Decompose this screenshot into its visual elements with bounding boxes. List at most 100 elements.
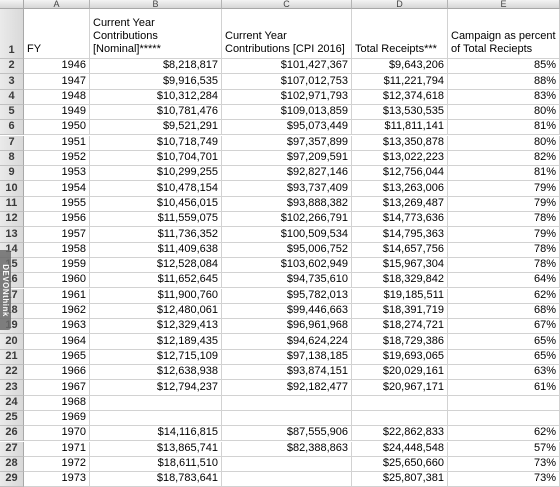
cell-fy[interactable]: 1972 xyxy=(24,456,90,473)
cell-pct[interactable]: 79% xyxy=(448,196,560,212)
cell-cpi[interactable]: $82,388,863 xyxy=(222,441,352,457)
cell-pct[interactable]: 80% xyxy=(448,104,560,121)
select-all-corner[interactable] xyxy=(0,0,24,9)
cell-pct[interactable]: 88% xyxy=(448,74,560,90)
cell-receipts[interactable]: $12,756,044 xyxy=(352,166,448,182)
cell-fy[interactable]: 1963 xyxy=(24,319,90,335)
cell-pct[interactable]: 67% xyxy=(448,319,560,335)
cell-nominal[interactable]: $11,409,638 xyxy=(90,242,222,258)
cell-fy[interactable]: 1957 xyxy=(24,227,90,243)
cell-cpi[interactable]: $107,012,753 xyxy=(222,74,352,90)
cell-pct[interactable]: 78% xyxy=(448,257,560,274)
cell-cpi[interactable]: $102,971,793 xyxy=(222,89,352,105)
cell-nominal[interactable]: $8,218,817 xyxy=(90,59,222,75)
cell-pct[interactable]: 78% xyxy=(448,212,560,228)
cell-receipts[interactable]: $25,650,660 xyxy=(352,456,448,473)
cell-nominal[interactable]: $18,611,510 xyxy=(90,456,222,473)
row-header[interactable]: 13 xyxy=(0,227,24,243)
cell-fy[interactable]: 1946 xyxy=(24,59,90,75)
cell-nominal[interactable]: $12,528,084 xyxy=(90,257,222,274)
cell-nominal[interactable]: $12,794,237 xyxy=(90,380,222,396)
cell-pct[interactable]: 81% xyxy=(448,166,560,182)
cell-receipts[interactable]: $18,329,842 xyxy=(352,273,448,289)
cell-cpi[interactable] xyxy=(222,456,352,473)
cell-cpi[interactable]: $95,006,752 xyxy=(222,242,352,258)
cell-pct[interactable] xyxy=(448,410,560,427)
row-header[interactable]: 25 xyxy=(0,410,24,427)
cell-fy[interactable]: 1969 xyxy=(24,410,90,427)
row-header[interactable]: 10 xyxy=(0,181,24,197)
cell-nominal[interactable]: $12,715,109 xyxy=(90,349,222,365)
header-cell-cpi[interactable]: Current Year Contributions [CPI 2016] xyxy=(222,9,352,59)
cell-fy[interactable]: 1953 xyxy=(24,166,90,182)
row-header[interactable]: 21 xyxy=(0,349,24,365)
cell-nominal[interactable]: $10,718,749 xyxy=(90,135,222,151)
cell-pct[interactable]: 79% xyxy=(448,181,560,197)
cell-receipts[interactable] xyxy=(352,395,448,411)
cell-pct[interactable]: 82% xyxy=(448,150,560,167)
cell-cpi[interactable] xyxy=(222,395,352,411)
cell-fy[interactable]: 1954 xyxy=(24,181,90,197)
cell-cpi[interactable]: $93,888,382 xyxy=(222,196,352,212)
cell-nominal[interactable]: $11,900,760 xyxy=(90,288,222,304)
cell-cpi[interactable]: $97,357,899 xyxy=(222,135,352,151)
cell-pct[interactable]: 68% xyxy=(448,303,560,320)
row-header[interactable]: 4 xyxy=(0,89,24,105)
row-header[interactable]: 27 xyxy=(0,441,24,457)
cell-nominal[interactable]: $11,652,645 xyxy=(90,273,222,289)
cell-nominal[interactable]: $12,638,938 xyxy=(90,365,222,381)
cell-fy[interactable]: 1964 xyxy=(24,334,90,350)
cell-fy[interactable]: 1951 xyxy=(24,135,90,151)
cell-fy[interactable]: 1962 xyxy=(24,303,90,320)
cell-nominal[interactable]: $14,116,815 xyxy=(90,426,222,442)
cell-cpi[interactable]: $96,961,968 xyxy=(222,319,352,335)
cell-pct[interactable]: 64% xyxy=(448,273,560,289)
cell-receipts[interactable]: $22,862,833 xyxy=(352,426,448,442)
cell-cpi[interactable]: $87,555,906 xyxy=(222,426,352,442)
cell-receipts[interactable]: $11,811,141 xyxy=(352,120,448,136)
cell-cpi[interactable]: $93,874,151 xyxy=(222,365,352,381)
cell-cpi[interactable]: $103,602,949 xyxy=(222,257,352,274)
cell-receipts[interactable]: $13,530,535 xyxy=(352,104,448,121)
cell-fy[interactable]: 1960 xyxy=(24,273,90,289)
cell-fy[interactable]: 1952 xyxy=(24,150,90,167)
cell-pct[interactable]: 62% xyxy=(448,288,560,304)
row-header[interactable]: 23 xyxy=(0,380,24,396)
cell-cpi[interactable]: $94,624,224 xyxy=(222,334,352,350)
cell-fy[interactable]: 1947 xyxy=(24,74,90,90)
cell-nominal[interactable]: $12,329,413 xyxy=(90,319,222,335)
cell-nominal[interactable]: $9,916,535 xyxy=(90,74,222,90)
cell-cpi[interactable]: $92,827,146 xyxy=(222,166,352,182)
cell-fy[interactable]: 1966 xyxy=(24,365,90,381)
row-header[interactable]: 24 xyxy=(0,395,24,411)
cell-receipts[interactable]: $14,657,756 xyxy=(352,242,448,258)
cell-receipts[interactable]: $9,643,206 xyxy=(352,59,448,75)
row-header[interactable]: 11 xyxy=(0,196,24,212)
cell-fy[interactable]: 1955 xyxy=(24,196,90,212)
row-header[interactable]: 2 xyxy=(0,59,24,75)
cell-cpi[interactable]: $97,209,591 xyxy=(222,150,352,167)
row-header[interactable]: 9 xyxy=(0,166,24,182)
cell-nominal[interactable]: $11,559,075 xyxy=(90,212,222,228)
cell-receipts[interactable]: $19,693,065 xyxy=(352,349,448,365)
cell-nominal[interactable]: $10,312,284 xyxy=(90,89,222,105)
cell-fy[interactable]: 1961 xyxy=(24,288,90,304)
cell-cpi[interactable]: $102,266,791 xyxy=(222,212,352,228)
cell-fy[interactable]: 1959 xyxy=(24,257,90,274)
cell-receipts[interactable]: $13,350,878 xyxy=(352,135,448,151)
cell-pct[interactable] xyxy=(448,395,560,411)
cell-receipts[interactable] xyxy=(352,410,448,427)
row-header[interactable]: 22 xyxy=(0,365,24,381)
cell-fy[interactable]: 1956 xyxy=(24,212,90,228)
cell-nominal[interactable]: $11,736,352 xyxy=(90,227,222,243)
devonthink-side-tab[interactable]: DEVONthink xyxy=(0,250,11,330)
row-header[interactable]: 28 xyxy=(0,456,24,473)
cell-receipts[interactable]: $18,274,721 xyxy=(352,319,448,335)
cell-nominal[interactable]: $10,456,015 xyxy=(90,196,222,212)
cell-receipts[interactable]: $11,221,794 xyxy=(352,74,448,90)
header-cell-nominal[interactable]: Current Year Contributions [Nominal]****… xyxy=(90,9,222,59)
cell-receipts[interactable]: $13,269,487 xyxy=(352,196,448,212)
cell-fy[interactable]: 1948 xyxy=(24,89,90,105)
cell-cpi[interactable]: $101,427,367 xyxy=(222,59,352,75)
column-header-a[interactable]: A xyxy=(24,0,90,9)
